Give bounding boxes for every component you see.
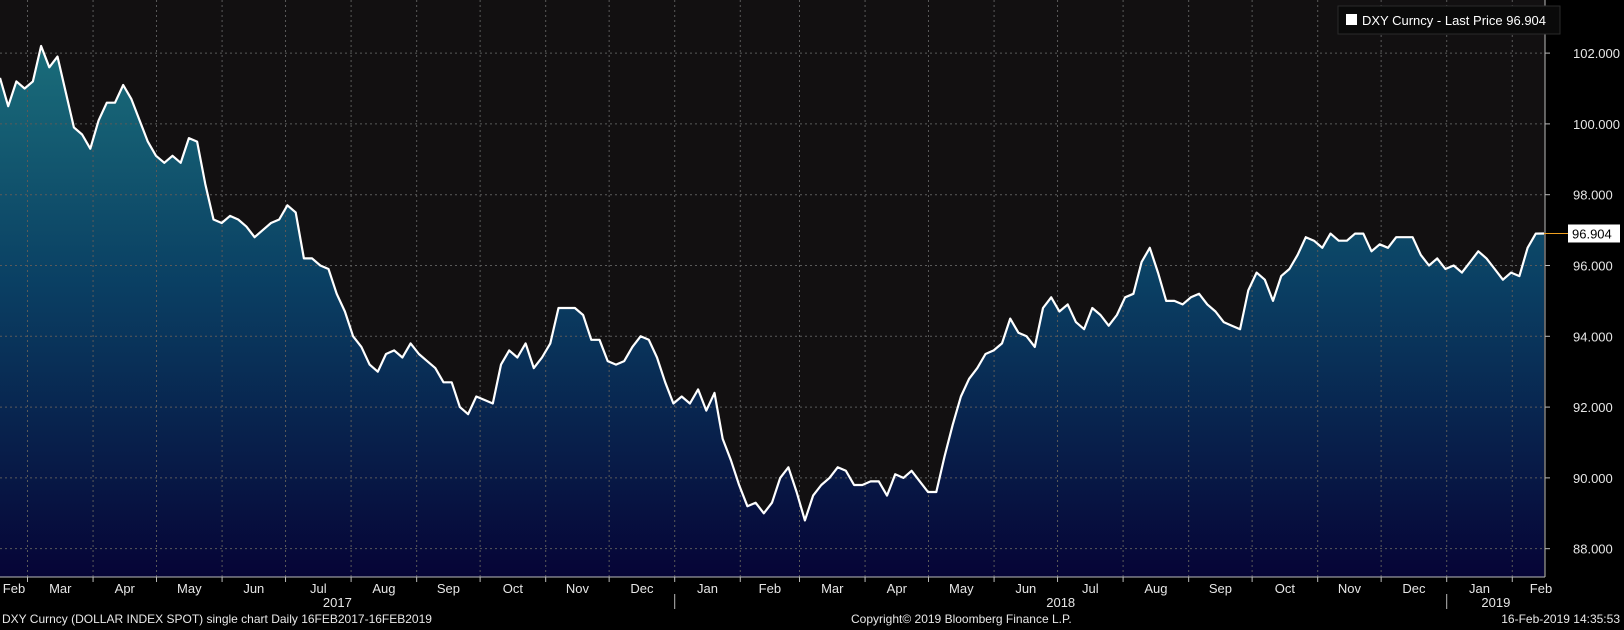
x-year-label: 2018: [1046, 595, 1075, 609]
x-month-label: Nov: [566, 581, 590, 596]
x-month-label: Oct: [1275, 581, 1296, 596]
x-month-label: Feb: [759, 581, 781, 596]
x-month-label: May: [177, 581, 202, 596]
x-month-label: Jul: [1082, 581, 1099, 596]
last-price-label: 96.904: [1572, 226, 1612, 241]
y-tick-label: 96.000: [1573, 258, 1613, 273]
x-month-label: Aug: [1144, 581, 1167, 596]
y-tick-label: 100.000: [1573, 117, 1620, 132]
x-month-label: Apr: [115, 581, 136, 596]
x-year-label: 2017: [323, 595, 352, 609]
x-month-label: Dec: [630, 581, 654, 596]
x-month-label: Feb: [1530, 581, 1552, 596]
last-price-box: [1568, 224, 1620, 243]
x-month-label: Mar: [49, 581, 72, 596]
y-tick-label: 88.000: [1573, 542, 1613, 557]
footer-timestamp: 16-Feb-2019 14:35:53: [1501, 612, 1620, 626]
legend-box: [1337, 5, 1561, 35]
x-month-label: Sep: [437, 581, 460, 596]
legend-label: DXY Curncy - Last Price 96.904: [1362, 13, 1546, 28]
x-month-label: Sep: [1209, 581, 1232, 596]
footer-copyright: Copyright© 2019 Bloomberg Finance L.P.: [851, 612, 1072, 626]
price-line: [0, 44, 1545, 522]
x-month-label: Jul: [310, 581, 327, 596]
y-tick-label: 90.000: [1573, 471, 1613, 486]
x-month-label: Jan: [697, 581, 718, 596]
y-axis-panel: [1545, 0, 1624, 609]
legend: DXY Curncy - Last Price 96.904: [1337, 5, 1561, 35]
x-month-label: Apr: [887, 581, 908, 596]
x-month-label: Aug: [372, 581, 395, 596]
dxy-chart: 102.000 100.000 98.000 96.000 94.000 92.000 90…: [0, 0, 1624, 609]
x-month-label: Jan: [1469, 581, 1490, 596]
y-tick-label: 94.000: [1573, 329, 1613, 344]
x-month-label: Oct: [503, 581, 524, 596]
x-axis-panel: [0, 577, 1545, 609]
x-month-label: Jun: [243, 581, 264, 596]
price-area: [0, 46, 1544, 577]
y-tick-label: 102.000: [1573, 46, 1620, 61]
y-tick-label: 92.000: [1573, 400, 1613, 415]
x-month-label: Mar: [821, 581, 844, 596]
chart-footer: DXY Curncy (DOLLAR INDEX SPOT) single ch…: [0, 609, 1624, 630]
x-month-label: Jun: [1015, 581, 1036, 596]
footer-description: DXY Curncy (DOLLAR INDEX SPOT) single ch…: [2, 612, 432, 626]
x-month-label: Feb: [3, 581, 25, 596]
y-tick-label: 98.000: [1573, 188, 1613, 203]
x-month-label: Dec: [1402, 581, 1426, 596]
legend-swatch: [1346, 14, 1357, 25]
x-month-label: Nov: [1338, 581, 1362, 596]
x-month-label: May: [949, 581, 974, 596]
x-year-label: 2019: [1481, 595, 1510, 609]
